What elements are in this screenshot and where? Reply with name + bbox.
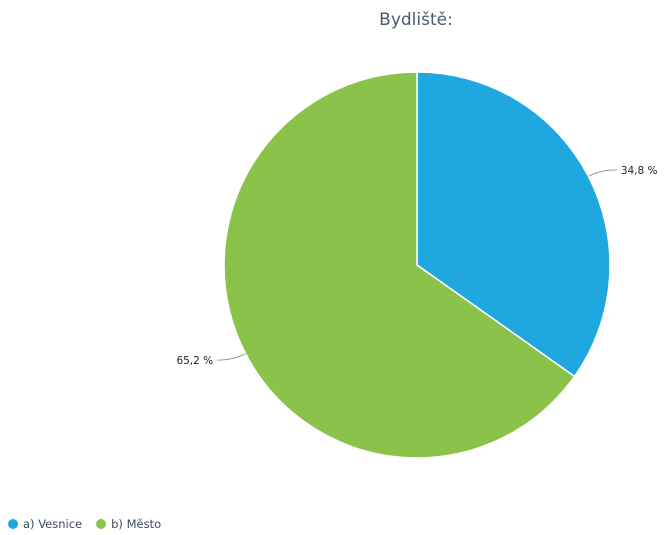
pie-slice-1[interactable] xyxy=(416,71,611,378)
slice-labels: 34,8 % 65,2 % xyxy=(176,165,657,367)
legend-dot-icon xyxy=(96,519,107,529)
slice-label-2: 65,2 % xyxy=(176,355,213,367)
legend-label: a) Vesnice xyxy=(23,517,83,531)
chart-title: Bydliště: xyxy=(379,10,453,30)
legend-dot-icon xyxy=(8,519,18,529)
legend-label: b) Město xyxy=(111,517,162,531)
legend: a) Vesnice b) Město xyxy=(8,517,161,531)
legend-item-1[interactable]: a) Vesnice xyxy=(8,517,82,531)
pie-slices xyxy=(223,71,611,459)
slice-connector-1 xyxy=(588,169,617,177)
slice-label-1: 34,8 % xyxy=(621,165,658,177)
pie-slice-2[interactable] xyxy=(223,71,576,459)
slice-connector-2 xyxy=(217,353,246,361)
legend-item-2[interactable]: b) Město xyxy=(96,517,161,531)
